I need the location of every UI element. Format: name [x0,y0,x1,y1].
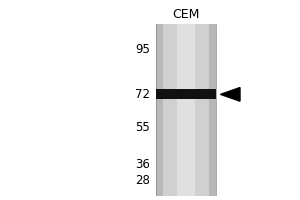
Text: 36: 36 [135,158,150,171]
Text: 55: 55 [135,121,150,134]
Text: 28: 28 [135,174,150,187]
Bar [209,24,216,196]
Text: 72: 72 [135,88,150,101]
Bar [156,89,216,99]
Text: CEM: CEM [172,8,200,21]
Bar [156,24,163,196]
Polygon shape [220,88,240,101]
Text: 95: 95 [135,43,150,56]
Bar [163,24,209,196]
Bar [177,24,195,196]
